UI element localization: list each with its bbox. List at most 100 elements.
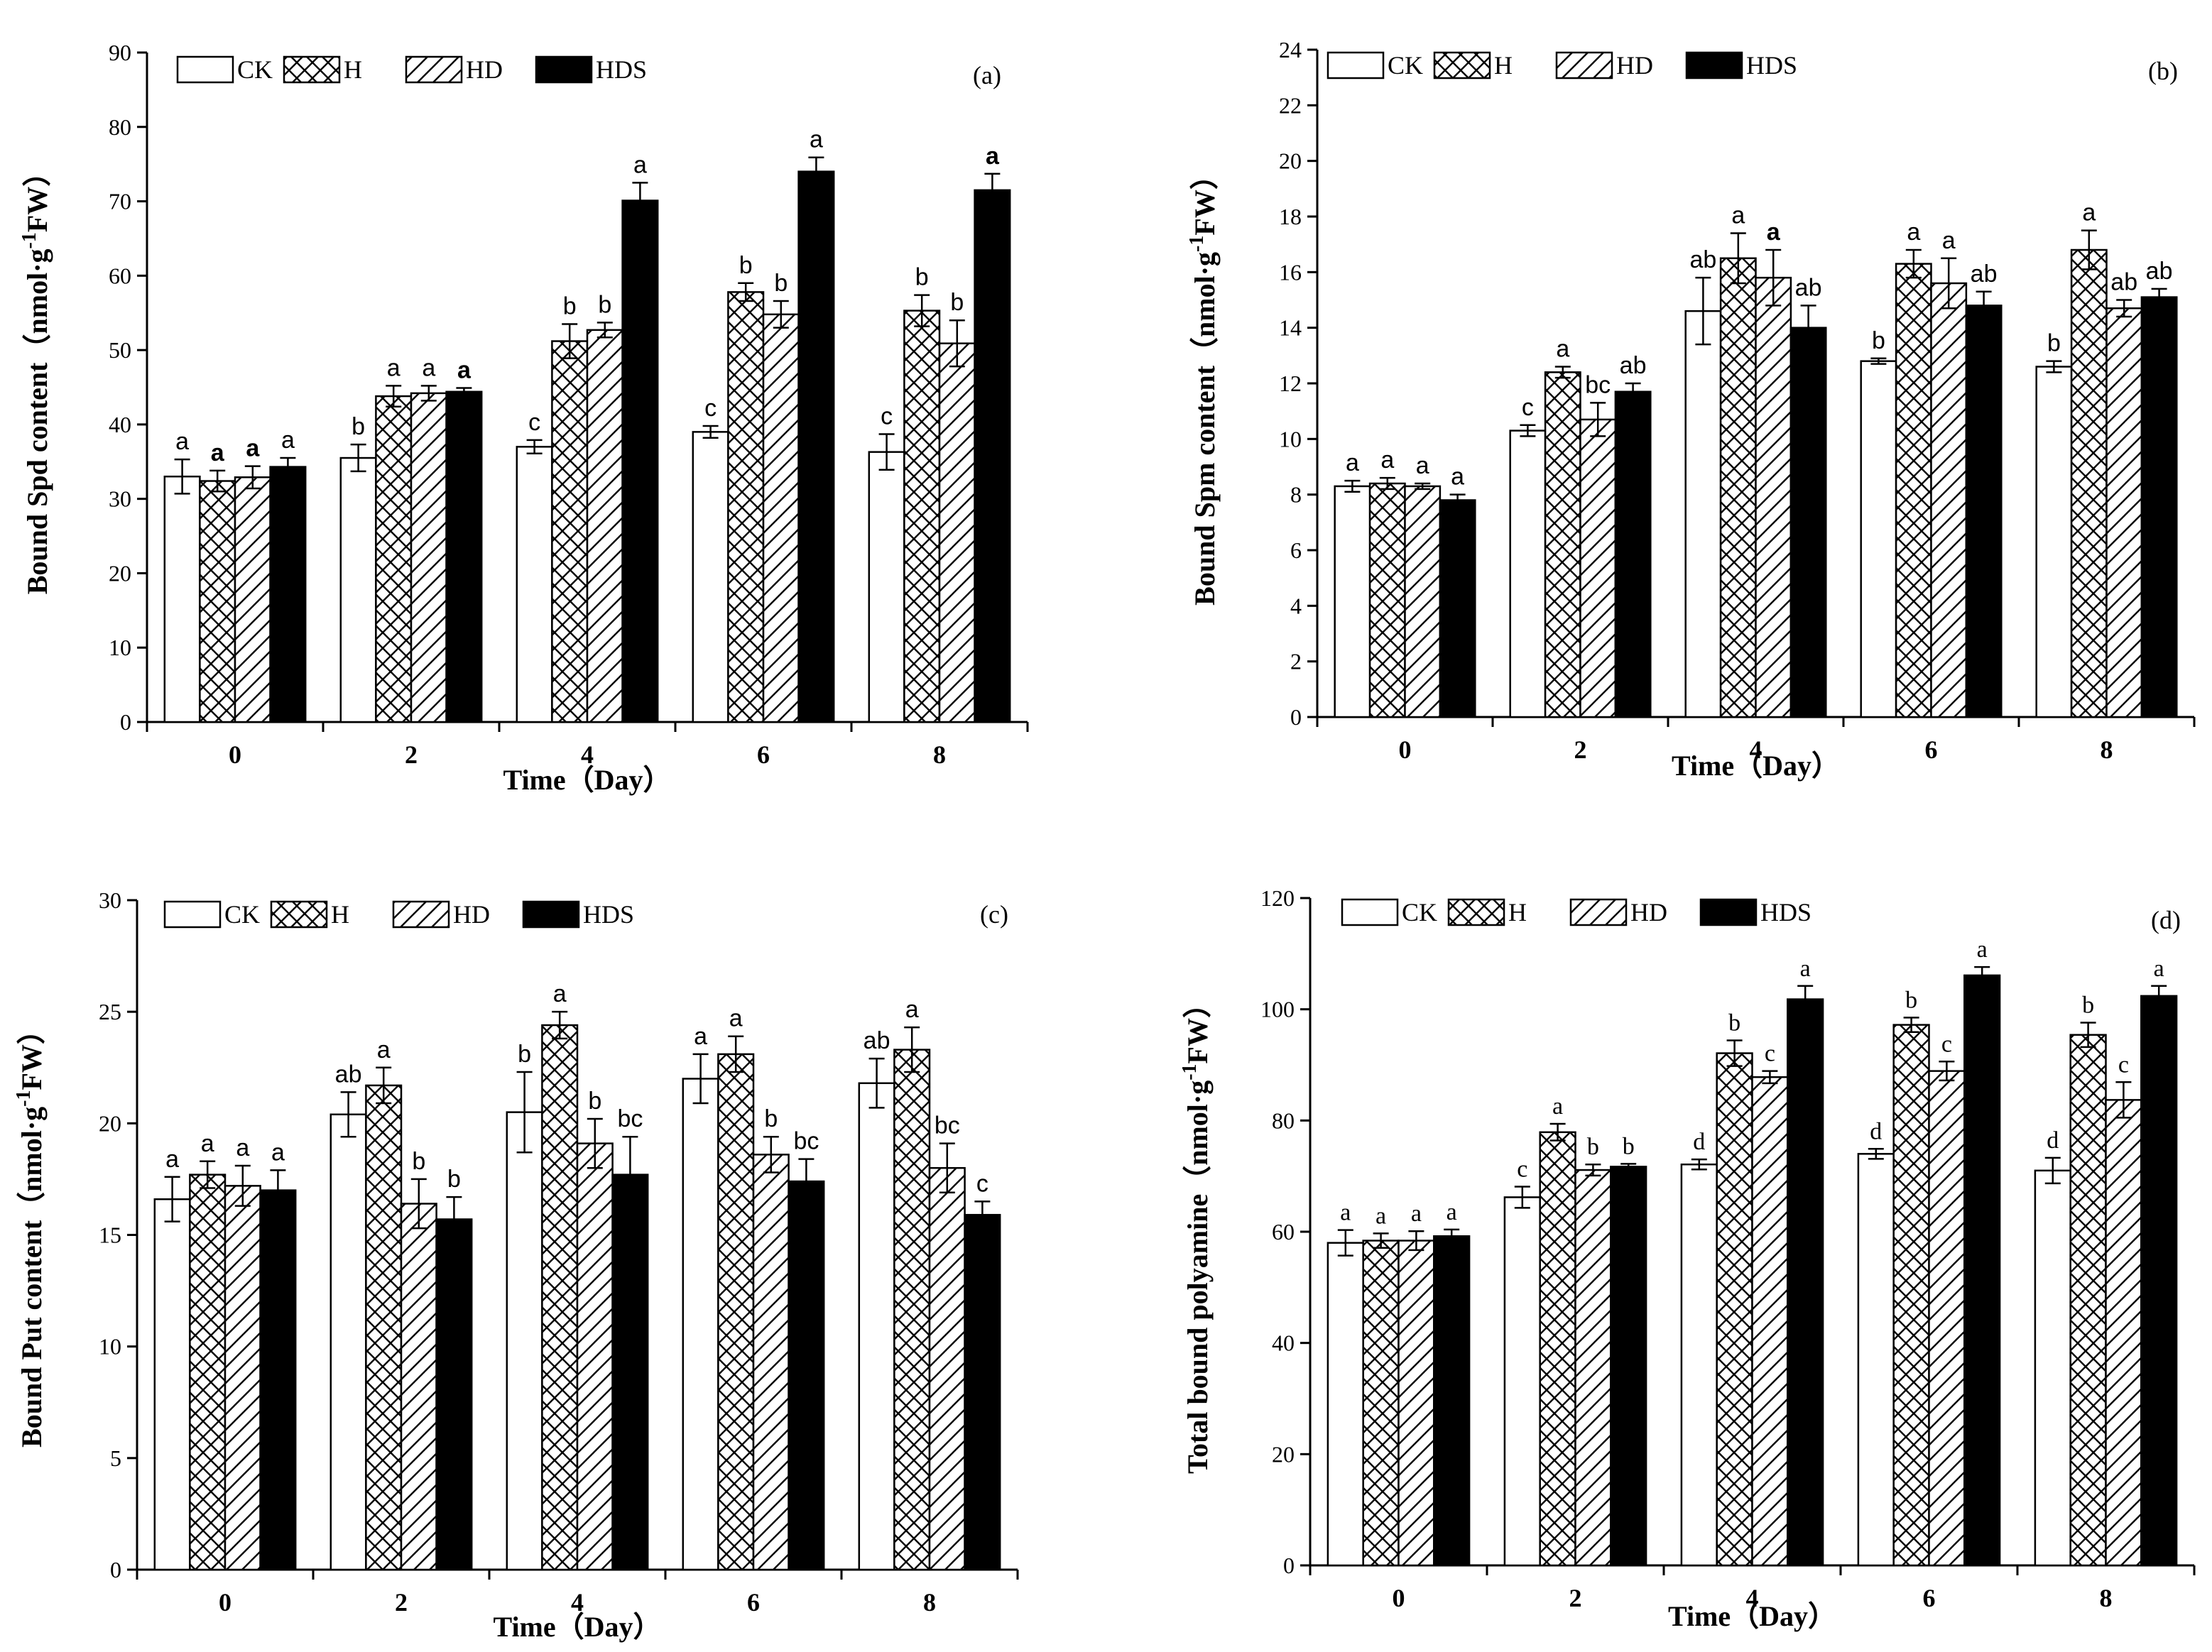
bar-ck-day-2 (1509, 430, 1547, 718)
significance-label: b (764, 1105, 778, 1132)
legend-label-hds: HDS (596, 55, 647, 84)
bar-hd-day-8 (2105, 307, 2143, 718)
bar-h-day-6 (717, 1053, 755, 1571)
y-tick-label: 16 (1279, 259, 1302, 285)
legend-label-hd: HD (453, 900, 490, 929)
y-axis-title: Bound Put content（nmol·g-1FW） (13, 1016, 48, 1448)
significance-label: a (236, 1134, 249, 1161)
y-tick-label: 5 (110, 1445, 121, 1471)
y-tick-label: 100 (1260, 997, 1295, 1022)
bar-hds-day-6 (1965, 305, 2003, 718)
significance-label: a (1416, 452, 1429, 479)
bar-ck-day-4 (516, 446, 553, 723)
bar-hds-day-6 (797, 170, 835, 723)
legend-swatch-ck (176, 55, 234, 84)
significance-label: c (704, 395, 717, 422)
significance-label: a (2082, 199, 2096, 226)
bar-h-day-0 (189, 1174, 227, 1571)
significance-label: c (881, 403, 893, 430)
significance-label: ab (1689, 246, 1716, 273)
legend-swatch-hd (392, 900, 450, 929)
bar-ck-day-0 (153, 1198, 191, 1571)
bar-h-day-4 (541, 1024, 579, 1571)
significance-label: b (1623, 1133, 1635, 1159)
bar-ck-day-6 (682, 1078, 719, 1571)
bar-h-day-6 (1895, 263, 1932, 718)
y-tick-label: 70 (109, 189, 131, 214)
significance-label: ab (2110, 269, 2137, 296)
significance-label: b (1728, 1010, 1740, 1036)
legend-swatch-hds (535, 55, 593, 84)
y-tick-label: 22 (1279, 92, 1302, 118)
legend-swatch-hds (522, 900, 580, 929)
bar-hd-day-8 (2105, 1099, 2142, 1567)
significance-label: a (165, 1146, 179, 1173)
x-tick-label: 4 (571, 1588, 584, 1617)
bar-h-day-6 (727, 291, 765, 723)
legend-swatch-ck (1326, 51, 1385, 80)
significance-label: a (211, 439, 225, 466)
y-tick-label: 90 (109, 40, 131, 65)
bar-h-day-4 (1716, 1052, 1753, 1567)
significance-label: b (915, 264, 929, 291)
significance-label: b (598, 291, 611, 318)
y-tick-label: 2 (1290, 649, 1302, 674)
x-tick-label: 0 (219, 1588, 231, 1617)
legend-label-h: H (331, 900, 349, 929)
significance-label: a (1800, 956, 1811, 982)
legend-label-hds: HDS (583, 900, 634, 929)
bar-ck-day-6 (1857, 1153, 1895, 1567)
x-axis-title: Time（Day） (1668, 1600, 1836, 1632)
significance-label: c (1941, 1031, 1952, 1057)
significance-label: ab (1620, 352, 1647, 379)
bar-hds-day-0 (259, 1189, 297, 1571)
y-tick-label: 0 (110, 1557, 121, 1582)
bar-ck-day-2 (339, 456, 377, 723)
bar-hd-day-2 (1574, 1169, 1612, 1567)
y-tick-label: 12 (1279, 371, 1302, 396)
bar-h-day-2 (375, 395, 413, 723)
y-axis-title: Total bound polyamine（nmol·g-1FW） (1179, 990, 1214, 1474)
bar-ck-day-8 (868, 451, 905, 723)
significance-label: a (1346, 449, 1359, 476)
significance-label: a (377, 1036, 391, 1063)
significance-label: a (1942, 227, 1956, 254)
x-tick-label: 2 (395, 1588, 408, 1617)
bar-ck-day-2 (329, 1113, 367, 1571)
bar-h-day-0 (199, 480, 236, 723)
bar-hds-day-2 (445, 390, 483, 723)
bar-h-day-4 (551, 340, 589, 723)
legend-swatch-ck (163, 900, 222, 929)
bar-ck-day-6 (692, 431, 729, 723)
significance-label: b (2082, 992, 2094, 1018)
bar-hd-day-0 (224, 1185, 261, 1571)
bar-hds-day-0 (1433, 1235, 1471, 1567)
significance-label: a (2154, 956, 2164, 982)
legend-label-h: H (344, 55, 362, 84)
bar-hds-day-4 (1789, 327, 1827, 718)
y-tick-label: 20 (1272, 1441, 1295, 1467)
legend-swatch-hd (1569, 898, 1628, 926)
x-tick-label: 8 (2100, 1584, 2113, 1612)
y-tick-label: 20 (99, 1110, 121, 1136)
significance-label: b (518, 1041, 531, 1068)
x-tick-label: 6 (1923, 1584, 1936, 1612)
x-tick-label: 8 (2101, 735, 2113, 764)
bar-h-day-8 (893, 1049, 931, 1571)
y-tick-label: 20 (1279, 148, 1302, 174)
bar-hds-day-8 (974, 189, 1011, 723)
bar-hds-day-2 (1614, 390, 1652, 718)
significance-label: a (201, 1130, 214, 1157)
significance-label: a (1977, 936, 1988, 963)
bar-hds-day-0 (269, 466, 307, 723)
bar-h-day-0 (1368, 482, 1406, 718)
bar-hd-day-2 (1579, 418, 1617, 718)
y-tick-label: 20 (109, 560, 131, 586)
x-tick-label: 4 (581, 740, 594, 769)
panel-label: (b) (2148, 57, 2178, 85)
significance-label: ab (1971, 261, 1998, 288)
legend-label-ck: CK (237, 55, 273, 84)
x-axis-title: Time（Day） (493, 1611, 661, 1643)
legend-swatch-hd (1555, 51, 1613, 80)
